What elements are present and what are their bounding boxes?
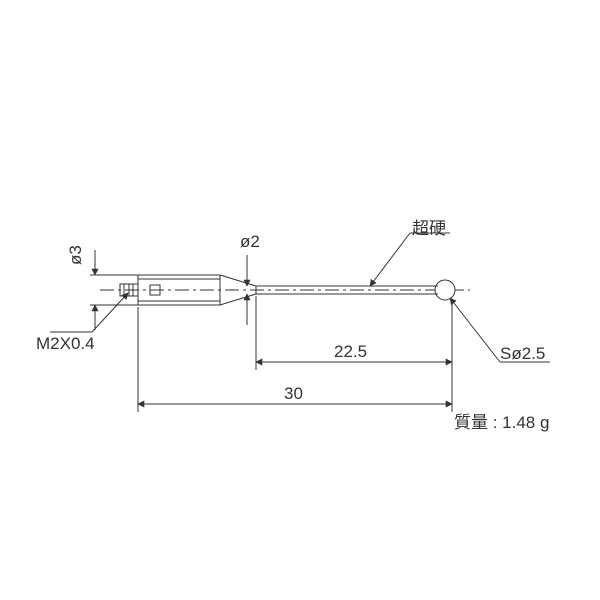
label-thread: M2X0.4	[36, 334, 95, 354]
leader-thread	[92, 293, 128, 332]
label-dim-total: 30	[284, 384, 303, 404]
label-sphere: Sø2.5	[500, 344, 545, 364]
leader-sphere	[450, 298, 500, 362]
stylus-drawing	[0, 0, 600, 600]
leader-material	[370, 233, 410, 286]
label-phi2: ø2	[240, 232, 260, 252]
label-mass: 質量 : 1.48 g	[454, 408, 549, 433]
ball-tip	[435, 280, 455, 300]
label-material: 超硬	[412, 214, 446, 239]
label-phi3: ø3	[66, 245, 86, 265]
label-dim-stem: 22.5	[334, 342, 367, 362]
